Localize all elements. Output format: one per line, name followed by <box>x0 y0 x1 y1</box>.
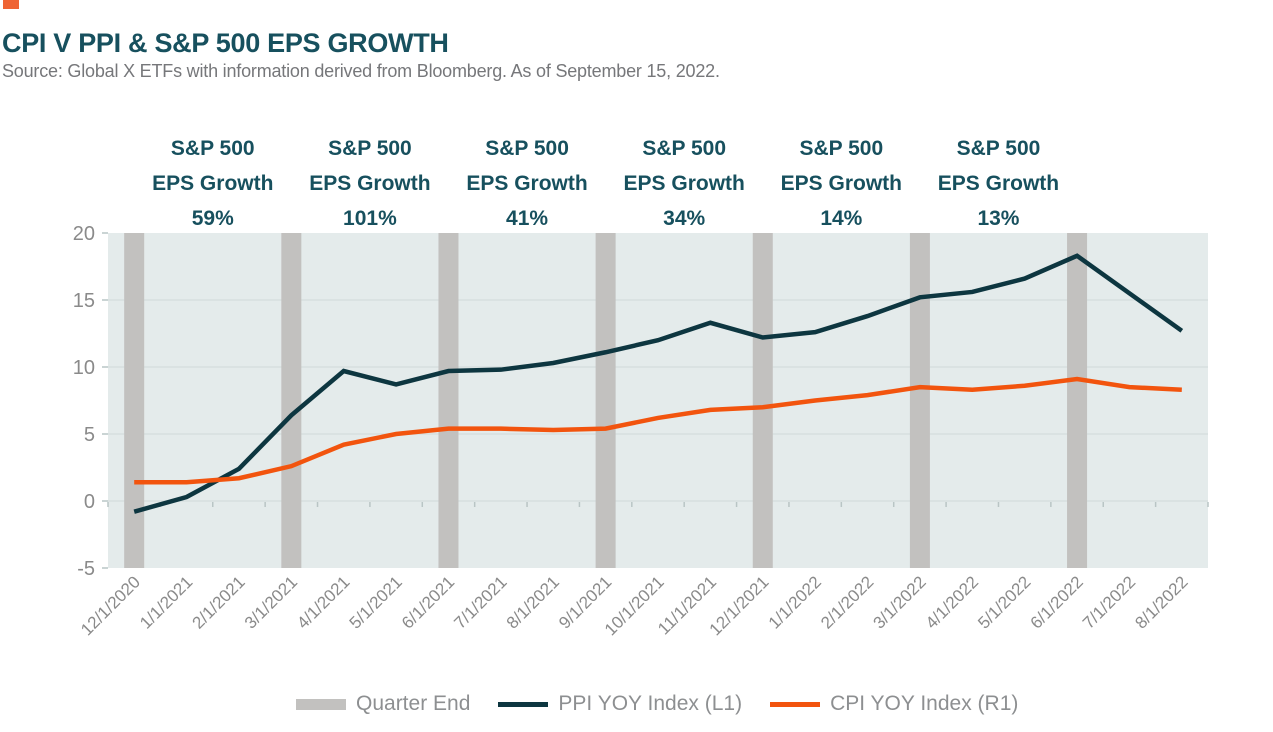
source-note: Source: Global X ETFs with information d… <box>2 61 720 81</box>
x-axis-label: 12/1/2020 <box>77 572 144 639</box>
quarter-end-bar <box>438 233 459 568</box>
legend-item-ppi: PPI YOY Index (L1) <box>498 692 742 716</box>
eps-annotation-line: 34% <box>663 207 705 230</box>
eps-annotation-line: EPS Growth <box>781 172 902 195</box>
eps-annotation-line: EPS Growth <box>152 172 273 195</box>
legend-label: CPI YOY Index (R1) <box>830 692 1019 715</box>
y-axis-label: 20 <box>73 223 95 245</box>
eps-annotation-line: 41% <box>506 207 548 230</box>
eps-annotation: S&P 500 EPS Growth 59% <box>152 137 273 230</box>
eps-annotation: S&P 500 EPS Growth 41% <box>466 137 587 230</box>
eps-annotation-line: 13% <box>977 207 1019 230</box>
quarter-end-bar <box>752 233 773 568</box>
x-axis-label: 6/1/2022 <box>1027 572 1087 632</box>
quarter-end-bar <box>124 233 145 568</box>
eps-annotation: S&P 500 EPS Growth 34% <box>624 137 745 230</box>
eps-annotation-line: S&P 500 <box>799 137 883 160</box>
x-axis-label: 8/1/2022 <box>1131 572 1191 632</box>
eps-annotation-line: S&P 500 <box>642 137 726 160</box>
quarter-end-bar <box>1067 233 1088 568</box>
x-axis-label: 5/1/2021 <box>346 572 406 632</box>
x-axis-label: 7/1/2021 <box>450 572 510 632</box>
eps-annotation-line: 14% <box>820 207 862 230</box>
y-axis-label: -5 <box>77 558 95 580</box>
x-axis-label: 6/1/2021 <box>398 572 458 632</box>
legend-item-cpi: CPI YOY Index (R1) <box>770 692 1018 716</box>
legend-label: Quarter End <box>356 692 471 715</box>
y-axis-label: 5 <box>84 424 95 446</box>
eps-annotation-line: 59% <box>192 207 234 230</box>
x-axis-label: 4/1/2021 <box>293 572 353 632</box>
eps-annotation-line: S&P 500 <box>485 137 569 160</box>
chart-title: CPI V PPI & S&P 500 EPS GROWTH <box>2 28 449 58</box>
y-axis-label: 10 <box>73 357 95 379</box>
brand-square-icon <box>3 0 19 9</box>
eps-annotation-line: S&P 500 <box>328 137 412 160</box>
legend-item-quarter-end: Quarter End <box>296 692 470 716</box>
eps-annotation-line: EPS Growth <box>466 172 587 195</box>
x-axis-label: 4/1/2022 <box>922 572 982 632</box>
x-axis-label: 2/1/2021 <box>189 572 249 632</box>
x-axis-label: 3/1/2022 <box>869 572 929 632</box>
x-axis-label: 5/1/2022 <box>974 572 1034 632</box>
x-axis-label: 1/1/2022 <box>765 572 825 632</box>
legend-label: PPI YOY Index (L1) <box>558 692 743 715</box>
eps-annotation-line: EPS Growth <box>309 172 430 195</box>
plot-background <box>108 233 1208 568</box>
x-axis-label: 7/1/2022 <box>1079 572 1139 632</box>
eps-annotation: S&P 500 EPS Growth 101% <box>309 137 430 230</box>
y-axis-label: 15 <box>73 290 95 312</box>
eps-annotation: S&P 500 EPS Growth 13% <box>938 137 1059 230</box>
eps-annotation-line: EPS Growth <box>938 172 1059 195</box>
quarter-end-bar <box>595 233 616 568</box>
quarter-end-bar <box>909 233 930 568</box>
x-axis-label: 3/1/2021 <box>241 572 301 632</box>
eps-annotation-line: EPS Growth <box>624 172 745 195</box>
legend-swatch-quarter-end <box>296 698 346 710</box>
x-axis-label: 2/1/2022 <box>817 572 877 632</box>
x-axis-label: 8/1/2021 <box>503 572 563 632</box>
legend-swatch-cpi <box>770 701 821 707</box>
eps-annotation: S&P 500 EPS Growth 14% <box>781 137 902 230</box>
x-axis-label: 1/1/2021 <box>136 572 196 632</box>
eps-annotation-line: S&P 500 <box>171 137 255 160</box>
eps-annotation-line: 101% <box>343 207 397 230</box>
cpi-yoy-line <box>134 376 1182 485</box>
y-axis-label: 0 <box>84 491 95 513</box>
ppi-yoy-line <box>133 253 1184 514</box>
quarter-end-bar <box>281 233 302 568</box>
eps-annotation-line: S&P 500 <box>957 137 1041 160</box>
chart-legend: Quarter End PPI YOY Index (L1) CPI YOY I… <box>296 692 1018 716</box>
legend-swatch-ppi <box>498 701 549 707</box>
